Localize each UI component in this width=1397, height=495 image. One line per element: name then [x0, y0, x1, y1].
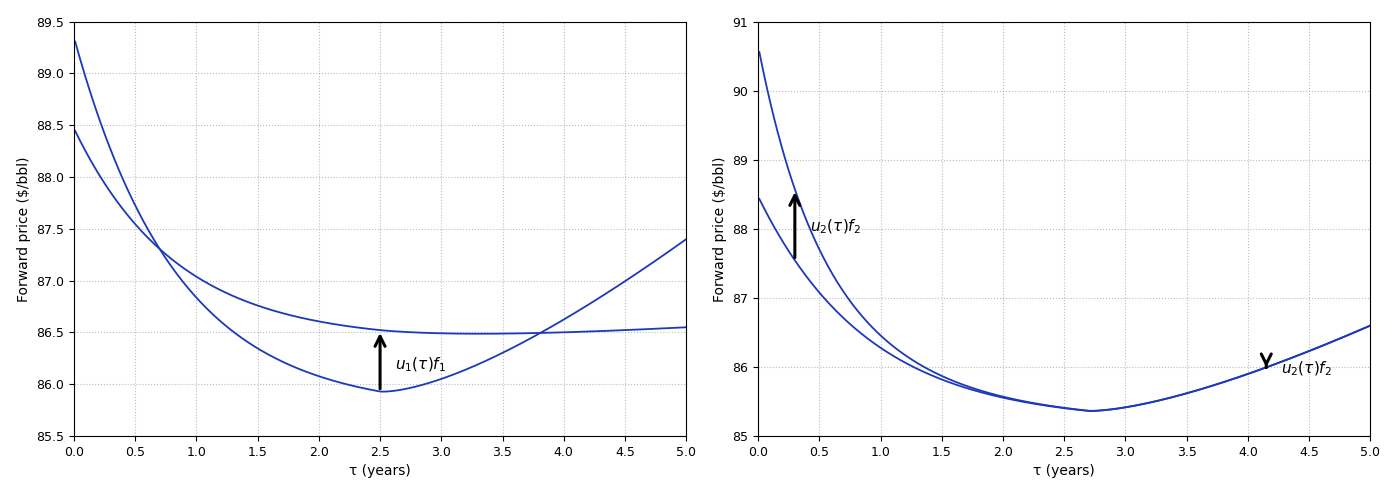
Text: $\mathit{u}_\mathit{2}(\tau)\mathit{f}_\mathit{2}$: $\mathit{u}_\mathit{2}(\tau)\mathit{f}_\… — [809, 218, 861, 237]
Text: $\mathit{u}_\mathit{1}(\tau)\mathit{f}_\mathit{1}$: $\mathit{u}_\mathit{1}(\tau)\mathit{f}_\… — [395, 355, 446, 374]
Y-axis label: Forward price ($/bbl): Forward price ($/bbl) — [17, 156, 31, 301]
X-axis label: τ (years): τ (years) — [1034, 464, 1095, 478]
Text: $\mathit{u}_\mathit{2}(\tau)\mathit{f}_\mathit{2}$: $\mathit{u}_\mathit{2}(\tau)\mathit{f}_\… — [1281, 359, 1331, 378]
X-axis label: τ (years): τ (years) — [349, 464, 411, 478]
Y-axis label: Forward price ($/bbl): Forward price ($/bbl) — [712, 156, 726, 301]
